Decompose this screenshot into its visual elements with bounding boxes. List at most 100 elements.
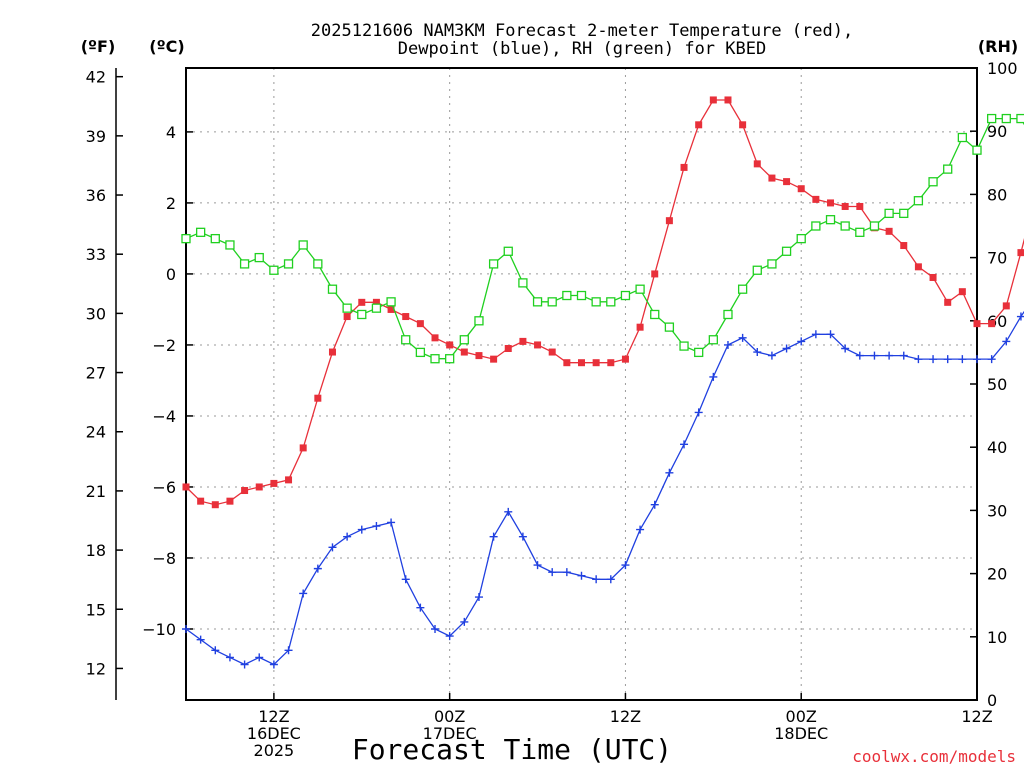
temperature-point	[592, 359, 600, 367]
rh-point	[781, 246, 792, 256]
rh-point	[635, 284, 645, 294]
rh-point	[1016, 113, 1024, 124]
rh-tick-label: 10	[987, 628, 1007, 647]
fahrenheit-tick-label: 12	[86, 659, 106, 678]
temperature-point	[299, 444, 307, 452]
temperature-point	[285, 476, 293, 484]
temperature-point	[460, 348, 468, 356]
chart-title-line1: 2025121606 NAM3KM Forecast 2-meter Tempe…	[311, 21, 853, 41]
dewpoint-point	[445, 632, 454, 641]
dewpoint-point	[182, 624, 190, 633]
rh-point	[1001, 113, 1011, 124]
dewpoint-point	[723, 340, 732, 349]
dewpoint-point	[958, 355, 967, 364]
temperature-point	[431, 334, 439, 342]
rh-point	[283, 259, 294, 269]
dewpoint-point	[548, 568, 557, 577]
dewpoint-point	[841, 344, 850, 353]
temperature-point	[226, 497, 234, 505]
rh-tick-label: 90	[987, 122, 1007, 141]
rh-point	[562, 290, 572, 301]
temperature-point	[753, 160, 761, 168]
dewpoint-point	[753, 348, 762, 357]
celsius-tick-label: 4	[166, 123, 176, 142]
rh-point	[474, 316, 484, 326]
dewpoint-point	[518, 532, 527, 541]
rh-point	[811, 221, 821, 231]
temperature-point	[534, 341, 542, 349]
rh-point	[313, 259, 323, 269]
temperature-point	[812, 195, 820, 203]
rh-point	[386, 297, 396, 307]
temperature-point	[724, 96, 732, 104]
x-axis-label: Forecast Time (UTC)	[352, 733, 672, 766]
rh-point	[986, 113, 997, 124]
temperature-point	[856, 202, 864, 210]
dewpoint-point	[196, 635, 205, 644]
rh-point	[869, 221, 880, 231]
temperature-point	[475, 352, 483, 360]
temperature-point	[797, 185, 805, 193]
temperature-point	[929, 273, 937, 281]
dewpoint-point	[606, 575, 615, 584]
temperature-point	[885, 227, 893, 235]
rh-point	[928, 177, 938, 187]
temperature-point	[709, 96, 717, 104]
temperature-point	[446, 341, 454, 349]
rh-point	[943, 164, 953, 174]
temperature-point	[197, 497, 205, 505]
dewpoint-point	[899, 351, 908, 360]
dewpoint-point	[650, 500, 659, 509]
dewpoint-line	[185, 310, 1024, 666]
fahrenheit-tick-label: 15	[86, 600, 106, 619]
dewpoint-point	[767, 351, 776, 360]
rh-point	[694, 347, 704, 358]
rh-series	[181, 113, 1024, 364]
dewpoint-point	[636, 525, 645, 534]
rh-point	[855, 227, 865, 237]
celsius-tick-label: 2	[166, 194, 176, 213]
rh-point	[899, 208, 909, 219]
celsius-tick-label: −10	[142, 620, 176, 639]
dewpoint-point	[533, 561, 542, 570]
rh-point	[972, 145, 982, 155]
fahrenheit-tick-label: 30	[86, 304, 106, 323]
dewpoint-point	[416, 603, 425, 612]
temperature-point	[841, 202, 849, 210]
rh-tick-label: 100	[987, 59, 1018, 78]
rh-point	[650, 309, 660, 320]
axes	[115, 67, 978, 701]
fahrenheit-tick-label: 24	[86, 423, 106, 442]
dewpoint-point	[313, 564, 322, 573]
temperature-point	[314, 394, 322, 402]
credit-link[interactable]: coolwx.com/models	[852, 747, 1016, 766]
grid-lines	[186, 68, 977, 700]
temperature-point	[621, 355, 629, 363]
dewpoint-point	[709, 372, 718, 381]
temperature-point	[944, 298, 952, 306]
rh-point	[445, 354, 455, 364]
temperature-point	[270, 479, 278, 487]
rh-point	[606, 297, 616, 307]
dewpoint-point	[885, 351, 894, 360]
celsius-tick-label: −4	[152, 407, 176, 426]
x-tick-label: 17DEC	[423, 724, 477, 743]
dewpoint-point	[782, 344, 791, 353]
dewpoint-point	[328, 543, 337, 552]
rh-point	[840, 221, 850, 231]
fahrenheit-unit-label: (ºF)	[81, 37, 116, 56]
rh-point	[825, 215, 836, 225]
dewpoint-point	[504, 507, 513, 516]
rh-tick-label: 40	[987, 438, 1007, 457]
celsius-tick-label: −2	[152, 336, 176, 355]
rh-point	[225, 240, 235, 250]
dewpoint-point	[592, 575, 601, 584]
temperature-point	[372, 298, 380, 306]
x-tick-label: 00Z	[786, 707, 817, 726]
temperature-point	[504, 344, 512, 352]
dewpoint-point	[870, 351, 879, 360]
temperature-point	[914, 263, 922, 271]
rh-point	[430, 354, 440, 364]
